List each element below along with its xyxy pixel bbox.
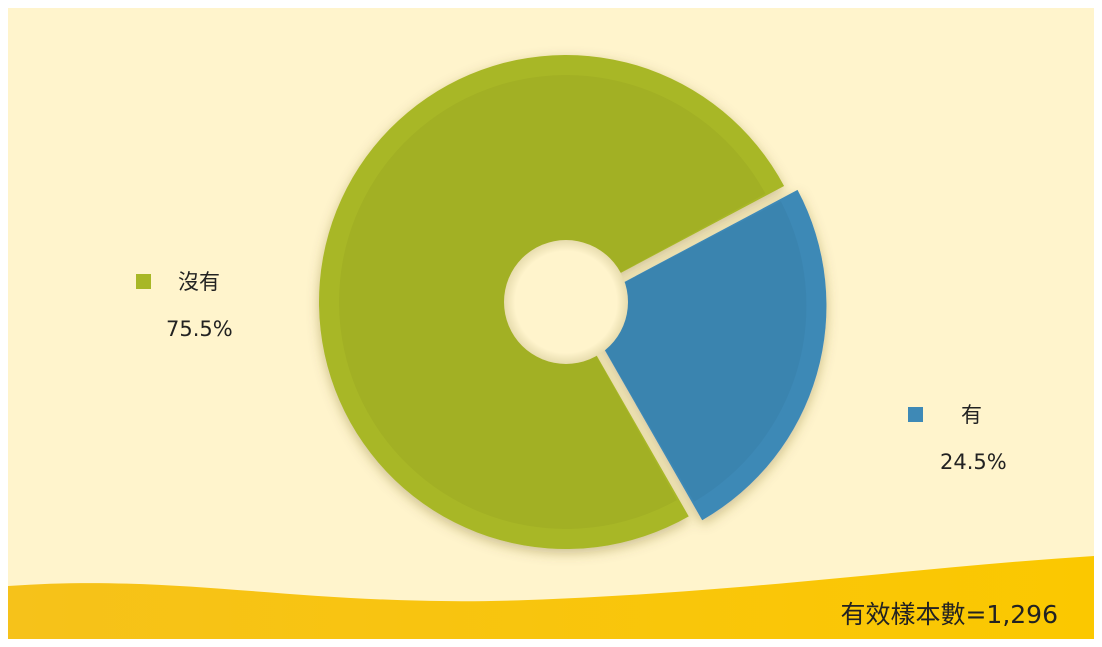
- pie-chart: [8, 54, 1094, 639]
- legend-swatch-no: [136, 274, 151, 289]
- sample-size-note: 有效樣本數=1,296: [840, 600, 1058, 629]
- data-label-yes: 24.5%: [940, 450, 1007, 474]
- data-label-no: 75.5%: [166, 317, 233, 341]
- donut-hole: [504, 240, 628, 364]
- legend-label-yes: 有: [961, 403, 982, 427]
- bottom-wave: [8, 556, 1094, 639]
- chart-slide: 沒有 75.5% 有 24.5% 有效樣本數=1,296: [8, 8, 1094, 639]
- pie-slice-yes: [579, 189, 827, 521]
- legend-swatch-yes: [908, 407, 923, 422]
- legend-label-no: 沒有: [178, 270, 220, 294]
